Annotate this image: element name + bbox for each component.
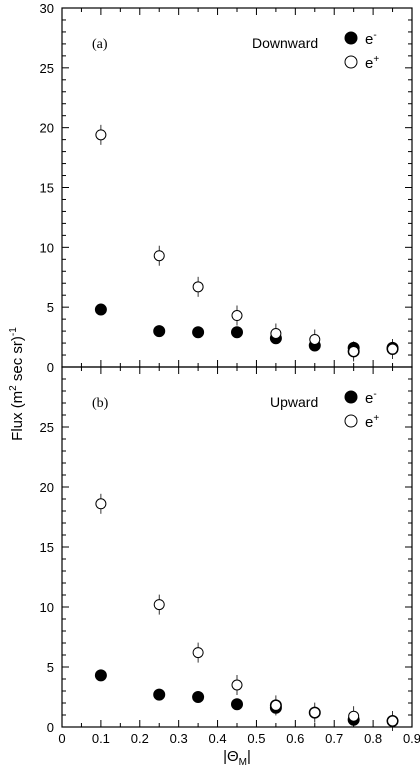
legend-label-positron: e+ bbox=[365, 413, 379, 431]
x-axis-title-sub: M bbox=[239, 757, 247, 768]
data-point-electron bbox=[153, 688, 166, 701]
y-tick-label: 0 bbox=[47, 720, 54, 735]
y-tick-label: 10 bbox=[40, 240, 54, 255]
x-tick-label: 0.5 bbox=[247, 731, 265, 746]
data-point-positron bbox=[231, 310, 243, 322]
legend-label-electron: e- bbox=[365, 389, 377, 407]
x-tick-label: 0.8 bbox=[364, 731, 382, 746]
data-point-positron bbox=[95, 129, 107, 141]
data-point-positron bbox=[153, 250, 165, 262]
legend-marker-electron bbox=[344, 31, 358, 45]
data-point-positron bbox=[387, 343, 399, 355]
legend-marker-electron bbox=[344, 390, 358, 404]
data-point-positron bbox=[153, 599, 165, 611]
x-axis-title-bar-left: | bbox=[223, 748, 227, 765]
data-point-positron bbox=[231, 679, 243, 691]
direction-label: Upward bbox=[270, 394, 318, 410]
data-point-positron bbox=[270, 699, 282, 711]
data-point-positron bbox=[95, 498, 107, 510]
y-axis-title-sup2: -1 bbox=[8, 327, 19, 336]
x-axis-title: |ΘM| bbox=[223, 748, 251, 768]
data-point-electron bbox=[192, 326, 205, 339]
chart-panels: 0 5 10 15 20 25 30 (a) Downward e-e+ 0 5 10 15 20 25 0 0.… bbox=[40, 1, 420, 746]
y-axis-title: Flux (m2 sec sr)-1 bbox=[8, 327, 26, 441]
data-point-positron bbox=[192, 281, 204, 293]
y-tick-label: 5 bbox=[47, 660, 54, 675]
y-axis-title-mid: sec sr) bbox=[9, 336, 26, 385]
panel-a: 0 5 10 15 20 25 30 (a) Downward e-e+ bbox=[40, 1, 413, 375]
x-tick-label: 0.3 bbox=[170, 731, 188, 746]
y-tick-label: 25 bbox=[40, 61, 54, 76]
legend-label-positron: e+ bbox=[365, 54, 379, 72]
x-tick-label: 0.7 bbox=[325, 731, 343, 746]
y-tick-label: 15 bbox=[40, 540, 54, 555]
data-point-electron bbox=[231, 326, 243, 339]
y-tick-label: 20 bbox=[40, 480, 54, 495]
data-point-electron bbox=[94, 303, 107, 316]
data-point-electron bbox=[94, 669, 107, 682]
data-point-positron bbox=[387, 715, 399, 727]
x-tick-label: 0.2 bbox=[131, 731, 149, 746]
x-axis-title-bar-right: | bbox=[247, 748, 251, 765]
legend-marker-positron bbox=[344, 55, 358, 69]
x-tick-label: 0.9 bbox=[403, 731, 420, 746]
y-tick-label: 15 bbox=[40, 181, 54, 196]
legend-marker-positron bbox=[344, 414, 358, 428]
y-axis-title-sup1: 2 bbox=[8, 385, 19, 391]
data-point-positron bbox=[348, 345, 360, 357]
panel-tag: (b) bbox=[92, 396, 109, 411]
data-point-positron bbox=[309, 707, 321, 719]
y-tick-label: 20 bbox=[40, 121, 54, 136]
data-point-electron bbox=[153, 325, 166, 338]
panel-b: 0 5 10 15 20 25 0 0.1 0.2 0.3 0.4 0.5 0.6 0.7 0.8 0.9 (b… bbox=[40, 366, 420, 746]
y-tick-label: 30 bbox=[40, 1, 54, 16]
data-point-positron bbox=[348, 710, 360, 722]
y-tick-label: 5 bbox=[47, 300, 54, 315]
data-point-electron bbox=[231, 698, 243, 711]
plot-frame bbox=[61, 366, 413, 728]
data-point-positron bbox=[270, 327, 282, 339]
data-point-electron bbox=[192, 691, 205, 703]
x-axis-title-theta: Θ bbox=[227, 748, 239, 765]
direction-label: Downward bbox=[252, 35, 318, 51]
panel-tag: (a) bbox=[92, 37, 108, 52]
y-tick-label: 0 bbox=[47, 360, 54, 375]
data-point-positron bbox=[192, 647, 204, 659]
legend-label-electron: e- bbox=[365, 30, 377, 48]
x-tick-label: 0 bbox=[58, 731, 65, 746]
y-tick-label: 25 bbox=[40, 420, 54, 435]
y-axis-title-main: Flux (m bbox=[9, 391, 26, 441]
x-tick-label: 0.4 bbox=[209, 731, 227, 746]
x-tick-label: 0.6 bbox=[286, 731, 304, 746]
x-tick-label: 0.1 bbox=[92, 731, 110, 746]
y-tick-label: 10 bbox=[40, 600, 54, 615]
data-point-positron bbox=[309, 333, 321, 345]
